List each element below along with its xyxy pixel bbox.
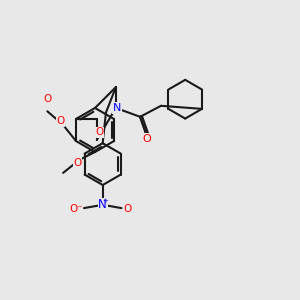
Text: O: O bbox=[57, 116, 65, 127]
Text: O: O bbox=[74, 158, 82, 168]
Text: O: O bbox=[123, 204, 131, 214]
Text: O: O bbox=[96, 127, 104, 137]
Text: +: + bbox=[103, 198, 109, 204]
Text: N: N bbox=[113, 103, 121, 113]
Text: O: O bbox=[142, 134, 151, 143]
Text: O: O bbox=[43, 94, 52, 104]
Text: O⁻: O⁻ bbox=[69, 204, 83, 214]
Text: N: N bbox=[98, 198, 107, 211]
